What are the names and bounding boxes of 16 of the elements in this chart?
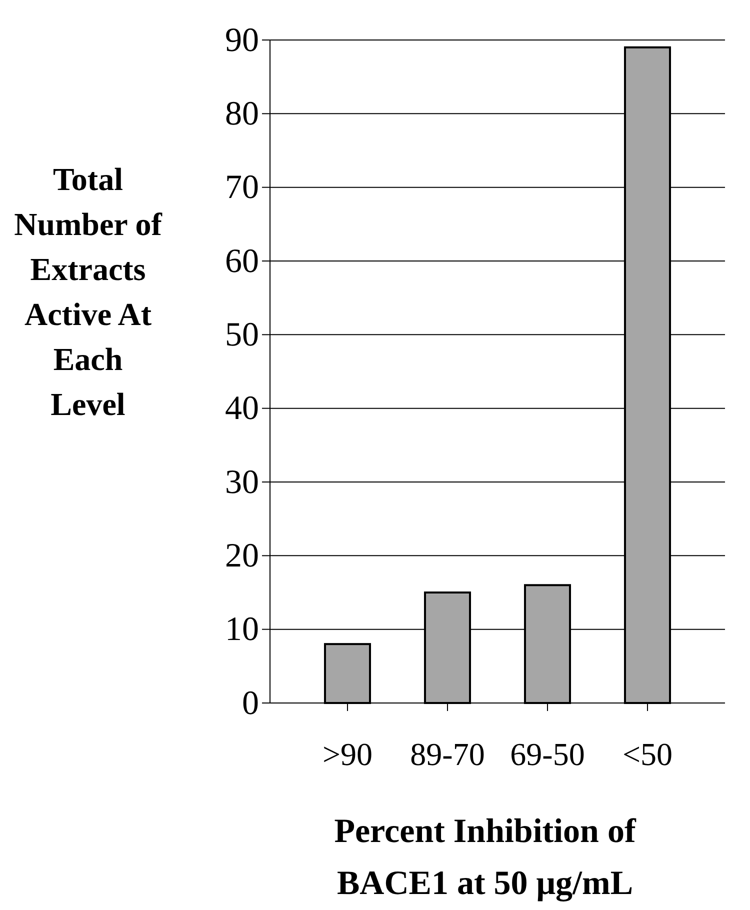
y-tick-label: 40 (225, 390, 259, 428)
x-tick-label: 89-70 (410, 736, 485, 772)
y-tick-label: 10 (225, 611, 259, 648)
y-tick-label: 90 (225, 22, 259, 59)
y-tick-label: 20 (225, 538, 259, 575)
x-axis-title: Percent Inhibition of BACE1 at 50 μg/mL (334, 813, 636, 902)
y-tick-label: 0 (242, 684, 259, 722)
y-tick-label: 50 (225, 316, 259, 354)
y-tick-label: 60 (225, 242, 259, 280)
x-tick-label: <50 (622, 736, 673, 772)
y-tick-label: 70 (225, 169, 259, 206)
x-tick-label: >90 (322, 736, 373, 772)
y-tick-label: 80 (225, 96, 259, 133)
x-tick-label: 69-50 (510, 736, 585, 772)
y-tick-label: 30 (225, 464, 259, 501)
y-axis-title: Total Number of Extracts Active At Each Level (14, 161, 162, 422)
